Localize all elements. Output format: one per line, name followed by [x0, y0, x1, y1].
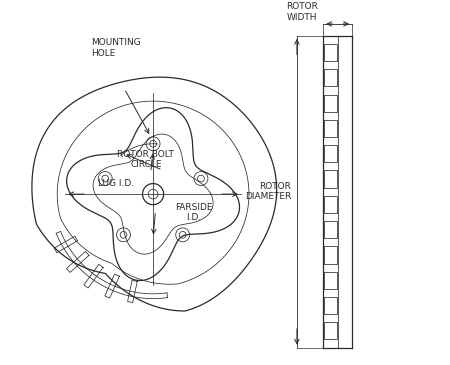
Text: ROTOR
WIDTH: ROTOR WIDTH	[286, 2, 318, 22]
Text: ROTOR BOLT
CIRCLE: ROTOR BOLT CIRCLE	[117, 150, 174, 169]
Bar	[324, 69, 337, 87]
Bar	[324, 145, 337, 162]
Bar	[324, 95, 337, 112]
Bar	[324, 322, 337, 339]
Bar	[324, 44, 337, 61]
Text: ROTOR
DIAMETER: ROTOR DIAMETER	[245, 182, 291, 201]
Bar	[324, 120, 337, 137]
Bar	[324, 196, 337, 213]
Bar	[324, 272, 337, 289]
Bar	[324, 246, 337, 264]
Bar	[324, 221, 337, 238]
Bar	[324, 297, 337, 314]
Text: LUG I.D.: LUG I.D.	[98, 179, 134, 188]
Text: MOUNTING
HOLE: MOUNTING HOLE	[91, 38, 140, 58]
Text: FARSIDE
I.D.: FARSIDE I.D.	[175, 203, 212, 222]
Bar	[324, 170, 337, 188]
